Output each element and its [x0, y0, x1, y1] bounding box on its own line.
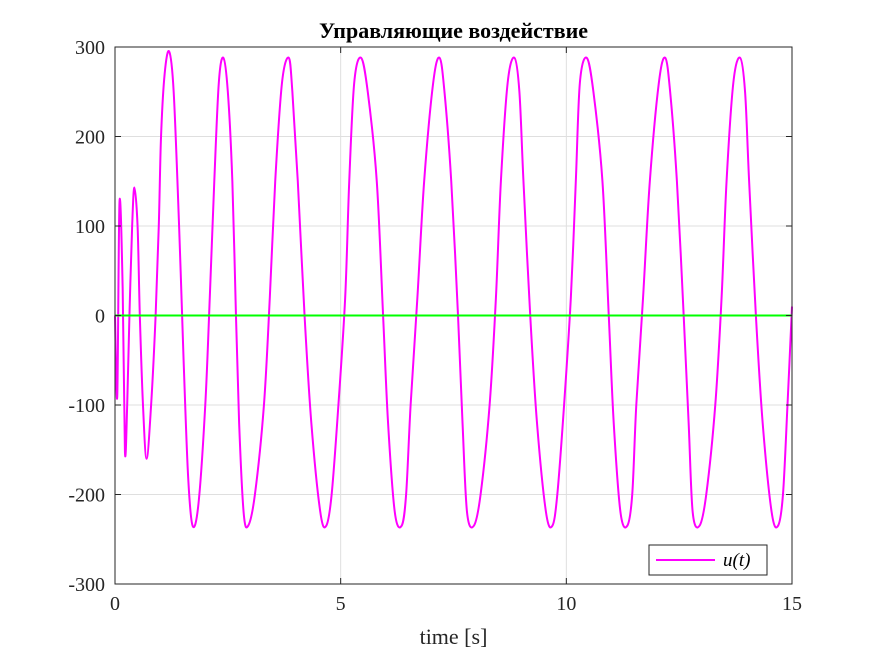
x-axis-label: time [s]	[420, 624, 488, 649]
series-layer	[114, 50, 793, 529]
y-tick-label: -100	[68, 395, 105, 417]
y-tick-label: 100	[75, 216, 105, 238]
y-tick-label: -200	[68, 485, 105, 507]
ticks	[114, 46, 793, 585]
chart-title: Управляющие воздействие	[319, 18, 588, 43]
x-tick-label: 0	[110, 593, 120, 615]
y-tick-label: 200	[75, 127, 105, 149]
legend: u(t)	[648, 544, 768, 576]
x-tick-label: 10	[556, 593, 576, 615]
y-tick-label: -300	[68, 574, 105, 596]
x-tick-label: 5	[336, 593, 346, 615]
tick-labels: 0 5 10 15 -300 -200 -100 0 100 200 300	[68, 37, 802, 615]
y-tick-label: 300	[75, 37, 105, 59]
legend-label: u(t)	[723, 550, 750, 571]
x-tick-label: 15	[782, 593, 802, 615]
y-tick-label: 0	[95, 306, 105, 328]
series-line-u	[114, 50, 793, 529]
